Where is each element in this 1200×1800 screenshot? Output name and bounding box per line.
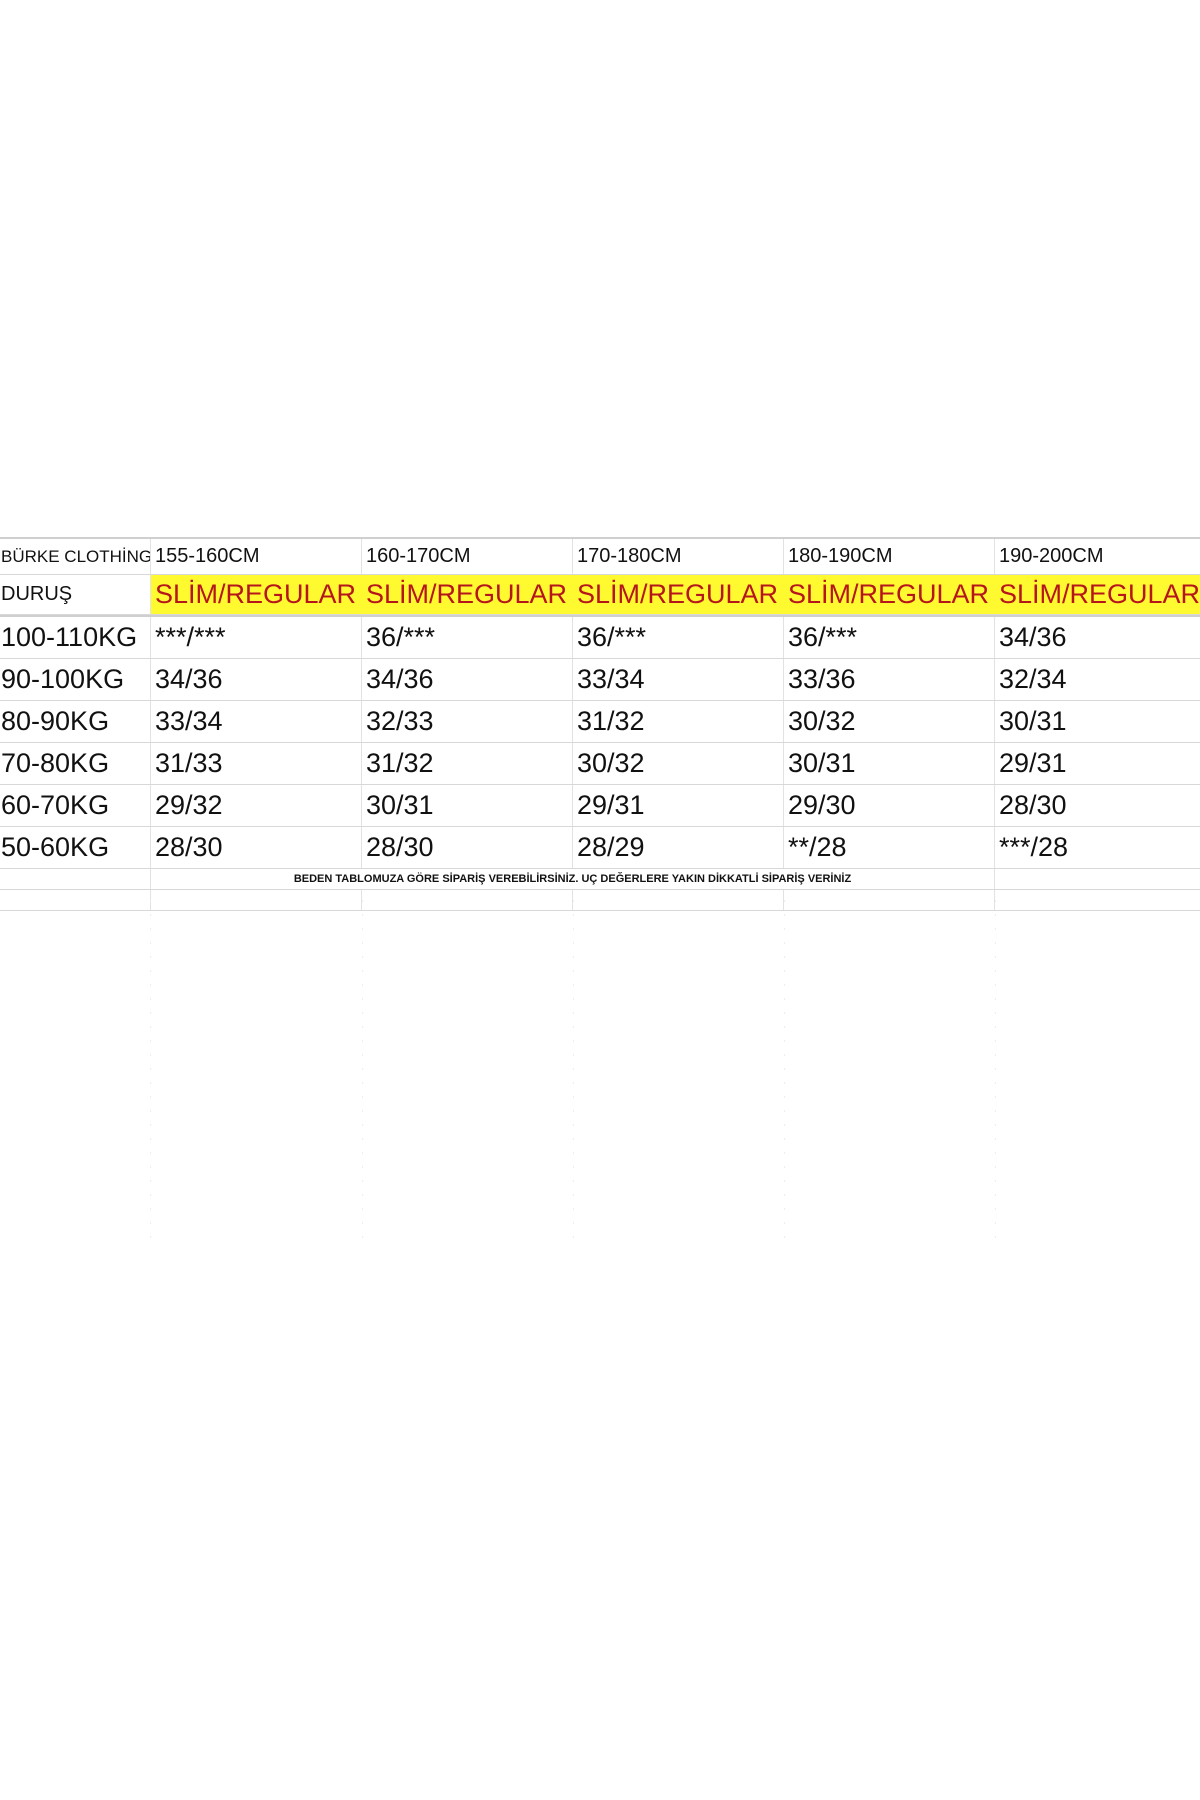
- weight-label: 80-90KG: [0, 701, 151, 742]
- empty-cell: [995, 869, 1200, 889]
- gridline: [573, 900, 574, 1240]
- size-cell: 30/32: [784, 701, 995, 742]
- empty-cell: [784, 890, 995, 910]
- gridline: [995, 900, 996, 1240]
- size-cell: 30/31: [784, 743, 995, 784]
- size-cell: ***/28: [999, 832, 1069, 862]
- size-cell: 34/36: [151, 659, 362, 700]
- size-row: 80-90KG 33/34 32/33 31/32 30/32 30/31: [0, 701, 1200, 743]
- size-cell: 31/32: [362, 743, 573, 784]
- size-cell: 36/***: [573, 617, 784, 658]
- size-row: 100-110KG ***/*** 36/*** 36/*** 36/*** 34/36: [0, 615, 1200, 659]
- empty-cell: [0, 869, 151, 889]
- size-cell: 30/31: [999, 706, 1067, 736]
- fit-text: SLİM/REGULAR: [999, 579, 1200, 609]
- size-cell: 30/32: [573, 743, 784, 784]
- size-cell: 29/30: [784, 785, 995, 826]
- size-cell: 28/30: [999, 790, 1067, 820]
- fit-cell: SLİM/REGULAR: [362, 575, 573, 614]
- size-cell: 28/29: [573, 827, 784, 868]
- size-row: 90-100KG 34/36 34/36 33/34 33/36 32/34: [0, 659, 1200, 701]
- weight-label: 100-110KG: [0, 617, 151, 658]
- fit-text: SLİM/REGULAR: [577, 579, 779, 609]
- height-header: 190-200CM: [999, 545, 1104, 567]
- empty-cell: [573, 890, 784, 910]
- fit-cell: SLİM/REGULAR: [784, 575, 995, 614]
- size-cell: 29/32: [151, 785, 362, 826]
- size-cell: 31/33: [151, 743, 362, 784]
- height-header: 170-180CM: [573, 539, 784, 574]
- size-row: 60-70KG 29/32 30/31 29/31 29/30 28/30: [0, 785, 1200, 827]
- fit-label: DURUŞ: [0, 575, 151, 614]
- size-row: 50-60KG 28/30 28/30 28/29 **/28 ***/28: [0, 827, 1200, 869]
- size-cell: 36/***: [784, 617, 995, 658]
- blank-row: [0, 890, 1200, 911]
- size-cell: 34/36: [999, 622, 1067, 652]
- gridline: [362, 900, 363, 1240]
- size-cell: 36/***: [362, 617, 573, 658]
- fit-text: SLİM/REGULAR: [366, 579, 568, 609]
- weight-label: 60-70KG: [0, 785, 151, 826]
- size-cell: **/28: [784, 827, 995, 868]
- size-cell: ***/***: [151, 617, 362, 658]
- empty-cell: [995, 890, 1200, 910]
- weight-label: 90-100KG: [0, 659, 151, 700]
- fit-row: DURUŞ SLİM/REGULAR SLİM/REGULAR SLİM/REG…: [0, 575, 1200, 615]
- height-header: 160-170CM: [362, 539, 573, 574]
- size-cell: 29/31: [999, 748, 1067, 778]
- size-cell: 32/33: [362, 701, 573, 742]
- size-cell: 28/30: [362, 827, 573, 868]
- empty-cell: [362, 890, 573, 910]
- size-cell: 28/30: [151, 827, 362, 868]
- empty-cell: [151, 890, 362, 910]
- weight-label: 70-80KG: [0, 743, 151, 784]
- fit-text: SLİM/REGULAR: [788, 579, 990, 609]
- note-row: BEDEN TABLOMUZA GÖRE SİPARİŞ VEREBİLİRSİ…: [0, 869, 1200, 890]
- size-cell: 30/31: [362, 785, 573, 826]
- size-cell: 29/31: [573, 785, 784, 826]
- empty-cell: [0, 890, 151, 910]
- height-header: 155-160CM: [151, 539, 362, 574]
- fit-text: SLİM/REGULAR: [155, 579, 357, 609]
- header-row: BÜRKE CLOTHİNG 155-160CM 160-170CM 170-1…: [0, 537, 1200, 575]
- order-note: BEDEN TABLOMUZA GÖRE SİPARİŞ VEREBİLİRSİ…: [151, 869, 996, 889]
- brand-label: BÜRKE CLOTHİNG: [0, 539, 151, 574]
- fit-cell: SLİM/REGULAR: [573, 575, 784, 614]
- gridline: [150, 900, 151, 1240]
- size-cell: 33/36: [784, 659, 995, 700]
- size-chart-table: BÜRKE CLOTHİNG 155-160CM 160-170CM 170-1…: [0, 537, 1200, 911]
- size-cell: 32/34: [999, 664, 1067, 694]
- size-cell: 33/34: [573, 659, 784, 700]
- weight-label: 50-60KG: [0, 827, 151, 868]
- height-header: 180-190CM: [784, 539, 995, 574]
- size-cell: 34/36: [362, 659, 573, 700]
- size-row: 70-80KG 31/33 31/32 30/32 30/31 29/31: [0, 743, 1200, 785]
- size-cell: 33/34: [151, 701, 362, 742]
- fit-cell: SLİM/REGULAR: [151, 575, 362, 614]
- fit-cell: SLİM/REGULAR: [995, 575, 1200, 614]
- size-cell: 31/32: [573, 701, 784, 742]
- gridline: [784, 900, 785, 1240]
